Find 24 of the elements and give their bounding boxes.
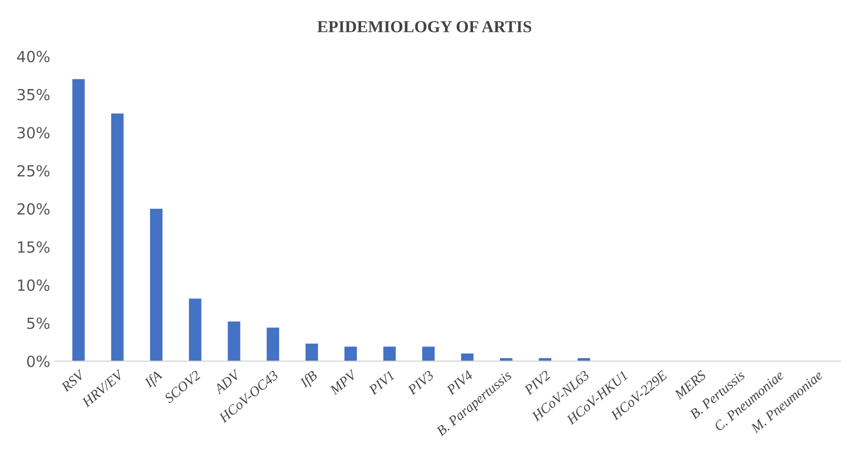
bar bbox=[228, 322, 240, 362]
bar bbox=[306, 344, 318, 362]
y-tick-label: 35% bbox=[18, 88, 50, 100]
bar bbox=[111, 113, 124, 362]
y-tick-label: 20% bbox=[17, 203, 50, 215]
x-tick-label: IfA bbox=[143, 369, 164, 390]
y-tick-label: 40% bbox=[17, 50, 50, 62]
bar bbox=[461, 354, 474, 362]
bar bbox=[188, 298, 202, 362]
y-tick-label: 0% bbox=[27, 356, 50, 368]
bar bbox=[72, 79, 85, 362]
y-tick-label: 30% bbox=[18, 126, 50, 139]
bar bbox=[422, 346, 435, 362]
bar bbox=[150, 208, 162, 362]
bar bbox=[266, 328, 280, 362]
x-tick-label: RSV bbox=[60, 368, 86, 392]
y-tick-label: 10% bbox=[18, 279, 50, 291]
y-tick-label: 25% bbox=[17, 165, 50, 177]
y-tick-label: 5% bbox=[27, 317, 50, 330]
bar bbox=[383, 346, 396, 362]
bar bbox=[344, 346, 357, 362]
chart-title: EPIDEMIOLOGY OF ARTIS bbox=[317, 21, 532, 32]
y-tick-label: 15% bbox=[18, 241, 50, 253]
x-tick-label: IfB bbox=[298, 370, 320, 390]
